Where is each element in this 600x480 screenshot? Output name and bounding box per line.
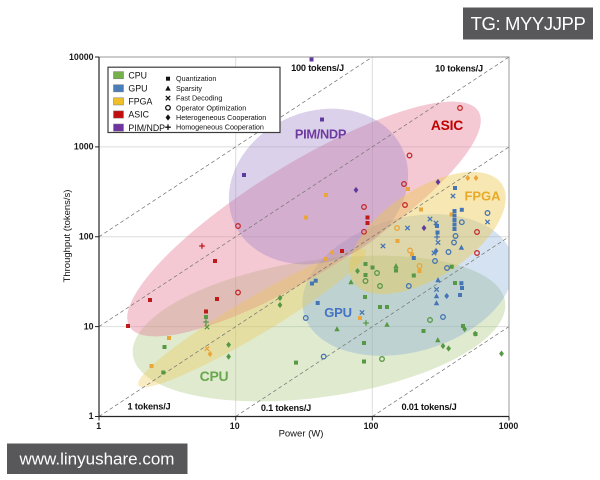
svg-text:www.linyushare.com: www.linyushare.com [19,450,175,469]
svg-text:PIM/NDP: PIM/NDP [295,127,347,142]
svg-text:10 tokens/J: 10 tokens/J [435,64,483,74]
svg-text:FPGA: FPGA [128,97,152,107]
svg-text:1 tokens/J: 1 tokens/J [128,402,171,412]
svg-text:10: 10 [84,321,94,331]
svg-text:1: 1 [96,421,101,431]
svg-text:FPGA: FPGA [464,189,501,204]
svg-text:PIM/NDP: PIM/NDP [128,123,165,133]
svg-text:Homogeneous Cooperation: Homogeneous Cooperation [176,123,264,132]
svg-text:GPU: GPU [324,305,352,320]
svg-text:Operator Optimization: Operator Optimization [176,103,246,112]
svg-text:100 tokens/J: 100 tokens/J [291,63,344,73]
svg-text:10: 10 [230,421,240,431]
svg-text:ASIC: ASIC [128,110,149,120]
svg-text:0.1 tokens/J: 0.1 tokens/J [261,403,311,413]
svg-text:Power (W): Power (W) [279,429,324,440]
svg-text:1000: 1000 [74,142,94,152]
svg-text:Fast Decoding: Fast Decoding [176,94,222,103]
svg-text:CPU: CPU [200,368,229,384]
svg-text:100: 100 [364,421,379,431]
svg-text:Sparsity: Sparsity [176,84,202,93]
svg-text:0.01 tokens/J: 0.01 tokens/J [401,402,456,412]
svg-text:CPU: CPU [128,70,147,80]
svg-text:100: 100 [79,232,94,242]
svg-text:10000: 10000 [69,52,94,62]
svg-text:GPU: GPU [128,84,147,94]
svg-text:Throughput (tokens/s): Throughput (tokens/s) [62,190,73,283]
svg-text:Heterogeneous Cooperation: Heterogeneous Cooperation [176,113,266,122]
svg-text:Quantization: Quantization [176,74,216,83]
svg-text:1000: 1000 [499,421,519,431]
svg-text:TG: MYYJJPP: TG: MYYJJPP [471,13,586,34]
svg-text:1: 1 [89,411,94,421]
svg-text:ASIC: ASIC [431,118,463,133]
